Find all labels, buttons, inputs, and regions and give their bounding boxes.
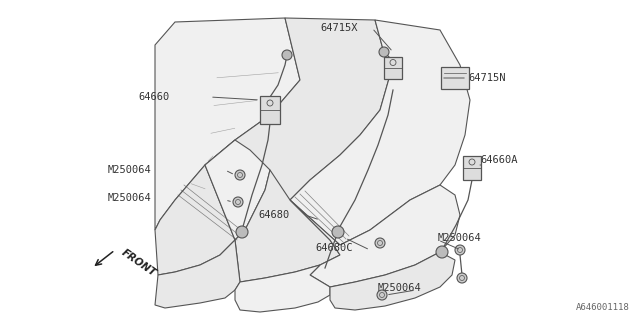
Text: 64660: 64660 xyxy=(138,92,169,102)
Polygon shape xyxy=(290,185,460,287)
Circle shape xyxy=(332,226,344,238)
Bar xyxy=(260,96,280,124)
Text: 64680C: 64680C xyxy=(315,243,353,253)
Polygon shape xyxy=(205,18,390,240)
Text: 64715X: 64715X xyxy=(320,23,358,33)
Bar xyxy=(384,57,402,79)
Circle shape xyxy=(235,170,245,180)
Circle shape xyxy=(282,50,292,60)
Circle shape xyxy=(236,226,248,238)
Text: A646001118: A646001118 xyxy=(576,303,630,312)
Text: 64680: 64680 xyxy=(258,210,289,220)
Polygon shape xyxy=(235,265,330,312)
Bar xyxy=(463,156,481,180)
Circle shape xyxy=(436,246,448,258)
Polygon shape xyxy=(235,170,340,282)
Polygon shape xyxy=(155,240,240,308)
Circle shape xyxy=(455,245,465,255)
Bar xyxy=(441,67,469,89)
Text: M250064: M250064 xyxy=(378,283,422,293)
Circle shape xyxy=(457,273,467,283)
Polygon shape xyxy=(330,252,455,310)
Circle shape xyxy=(377,290,387,300)
Polygon shape xyxy=(155,165,235,275)
Circle shape xyxy=(379,47,389,57)
Circle shape xyxy=(233,197,243,207)
Polygon shape xyxy=(155,18,300,230)
Text: M250064: M250064 xyxy=(108,193,152,203)
Text: FRONT: FRONT xyxy=(120,247,158,278)
Circle shape xyxy=(375,238,385,248)
Text: 64660A: 64660A xyxy=(480,155,518,165)
Text: M250064: M250064 xyxy=(108,165,152,175)
Polygon shape xyxy=(290,20,470,245)
Text: 64715N: 64715N xyxy=(468,73,506,83)
Polygon shape xyxy=(205,140,270,240)
Text: M250064: M250064 xyxy=(438,233,482,243)
